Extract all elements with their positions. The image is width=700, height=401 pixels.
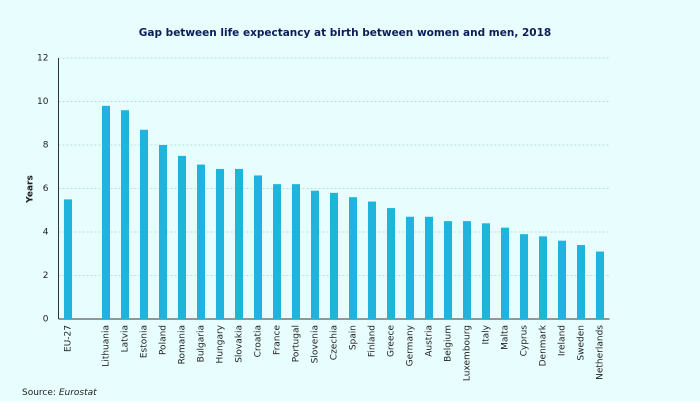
x-tick-label: Sweden [577, 325, 587, 361]
bar [102, 105, 110, 319]
bar [197, 164, 205, 319]
x-tick-label: Cyprus [520, 325, 530, 357]
x-tick-label: Luxembourg [463, 325, 473, 381]
y-tick-label: 8 [43, 141, 49, 151]
x-tick-label: Slovenia [311, 325, 321, 363]
x-tick-label: Ireland [558, 325, 568, 356]
bar [444, 221, 452, 319]
bar [558, 240, 566, 319]
bar [178, 155, 186, 319]
source-name: Eurostat [59, 388, 97, 398]
bar [577, 245, 585, 319]
y-tick-label: 4 [43, 228, 49, 238]
y-tick-label: 0 [43, 315, 49, 325]
bar [368, 201, 376, 319]
x-tick-label: Slovakia [235, 325, 245, 363]
bar [235, 168, 243, 319]
bar [463, 221, 471, 319]
bar [349, 197, 357, 319]
source-label: Source: [22, 388, 56, 398]
y-axis-label: Years [26, 175, 36, 204]
bar [216, 168, 224, 319]
bar [159, 145, 167, 319]
x-tick-label: Belgium [444, 325, 454, 362]
bar [292, 184, 300, 319]
bar [596, 251, 604, 319]
chart-title: Gap between life expectancy at birth bet… [139, 27, 551, 39]
x-tick-label: Lithuania [102, 325, 112, 367]
x-tick-label: Austria [425, 325, 435, 357]
x-tick-label: EU-27 [64, 325, 74, 352]
bar [140, 129, 148, 319]
bar [482, 223, 490, 319]
x-tick-label: Poland [159, 325, 169, 355]
x-tick-label: Denmark [539, 324, 549, 366]
y-tick-label: 12 [37, 54, 48, 64]
x-tick-label: Bulgaria [197, 325, 207, 362]
x-tick-label: Italy [482, 324, 492, 344]
y-tick-label: 10 [37, 97, 49, 107]
bar [501, 227, 509, 319]
bar [330, 192, 338, 319]
x-tick-label: Spain [349, 325, 359, 350]
x-tick-label: Latvia [121, 325, 131, 352]
x-tick-label: Romania [178, 325, 188, 364]
x-tick-label: Hungary [216, 324, 226, 363]
bar [254, 175, 262, 319]
bar [387, 208, 395, 319]
bar [425, 216, 433, 319]
x-tick-label: Portugal [292, 325, 302, 362]
bar [406, 216, 414, 319]
x-tick-label: Malta [501, 325, 511, 350]
x-tick-label: Netherlands [596, 325, 606, 380]
bar [273, 184, 281, 319]
x-tick-label: Croatia [254, 325, 264, 357]
x-tick-label: France [273, 325, 283, 355]
x-tick-label: Finland [368, 325, 378, 357]
bar [121, 110, 129, 319]
source: Source: Eurostat [22, 388, 97, 398]
bar [539, 236, 547, 319]
x-tick-label: Czechia [330, 325, 340, 360]
y-tick-label: 2 [43, 271, 49, 281]
bar [520, 234, 528, 319]
bar [64, 199, 72, 319]
x-tick-label: Greece [387, 325, 397, 357]
x-tick-label: Estonia [140, 325, 150, 358]
x-tick-label: Germany [406, 324, 416, 366]
bar [311, 190, 319, 319]
y-tick-label: 6 [43, 184, 49, 194]
